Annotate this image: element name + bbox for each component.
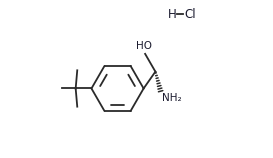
Text: Cl: Cl [184,8,196,21]
Text: H: H [168,8,176,21]
Text: NH₂: NH₂ [162,93,181,103]
Text: HO: HO [136,42,152,52]
